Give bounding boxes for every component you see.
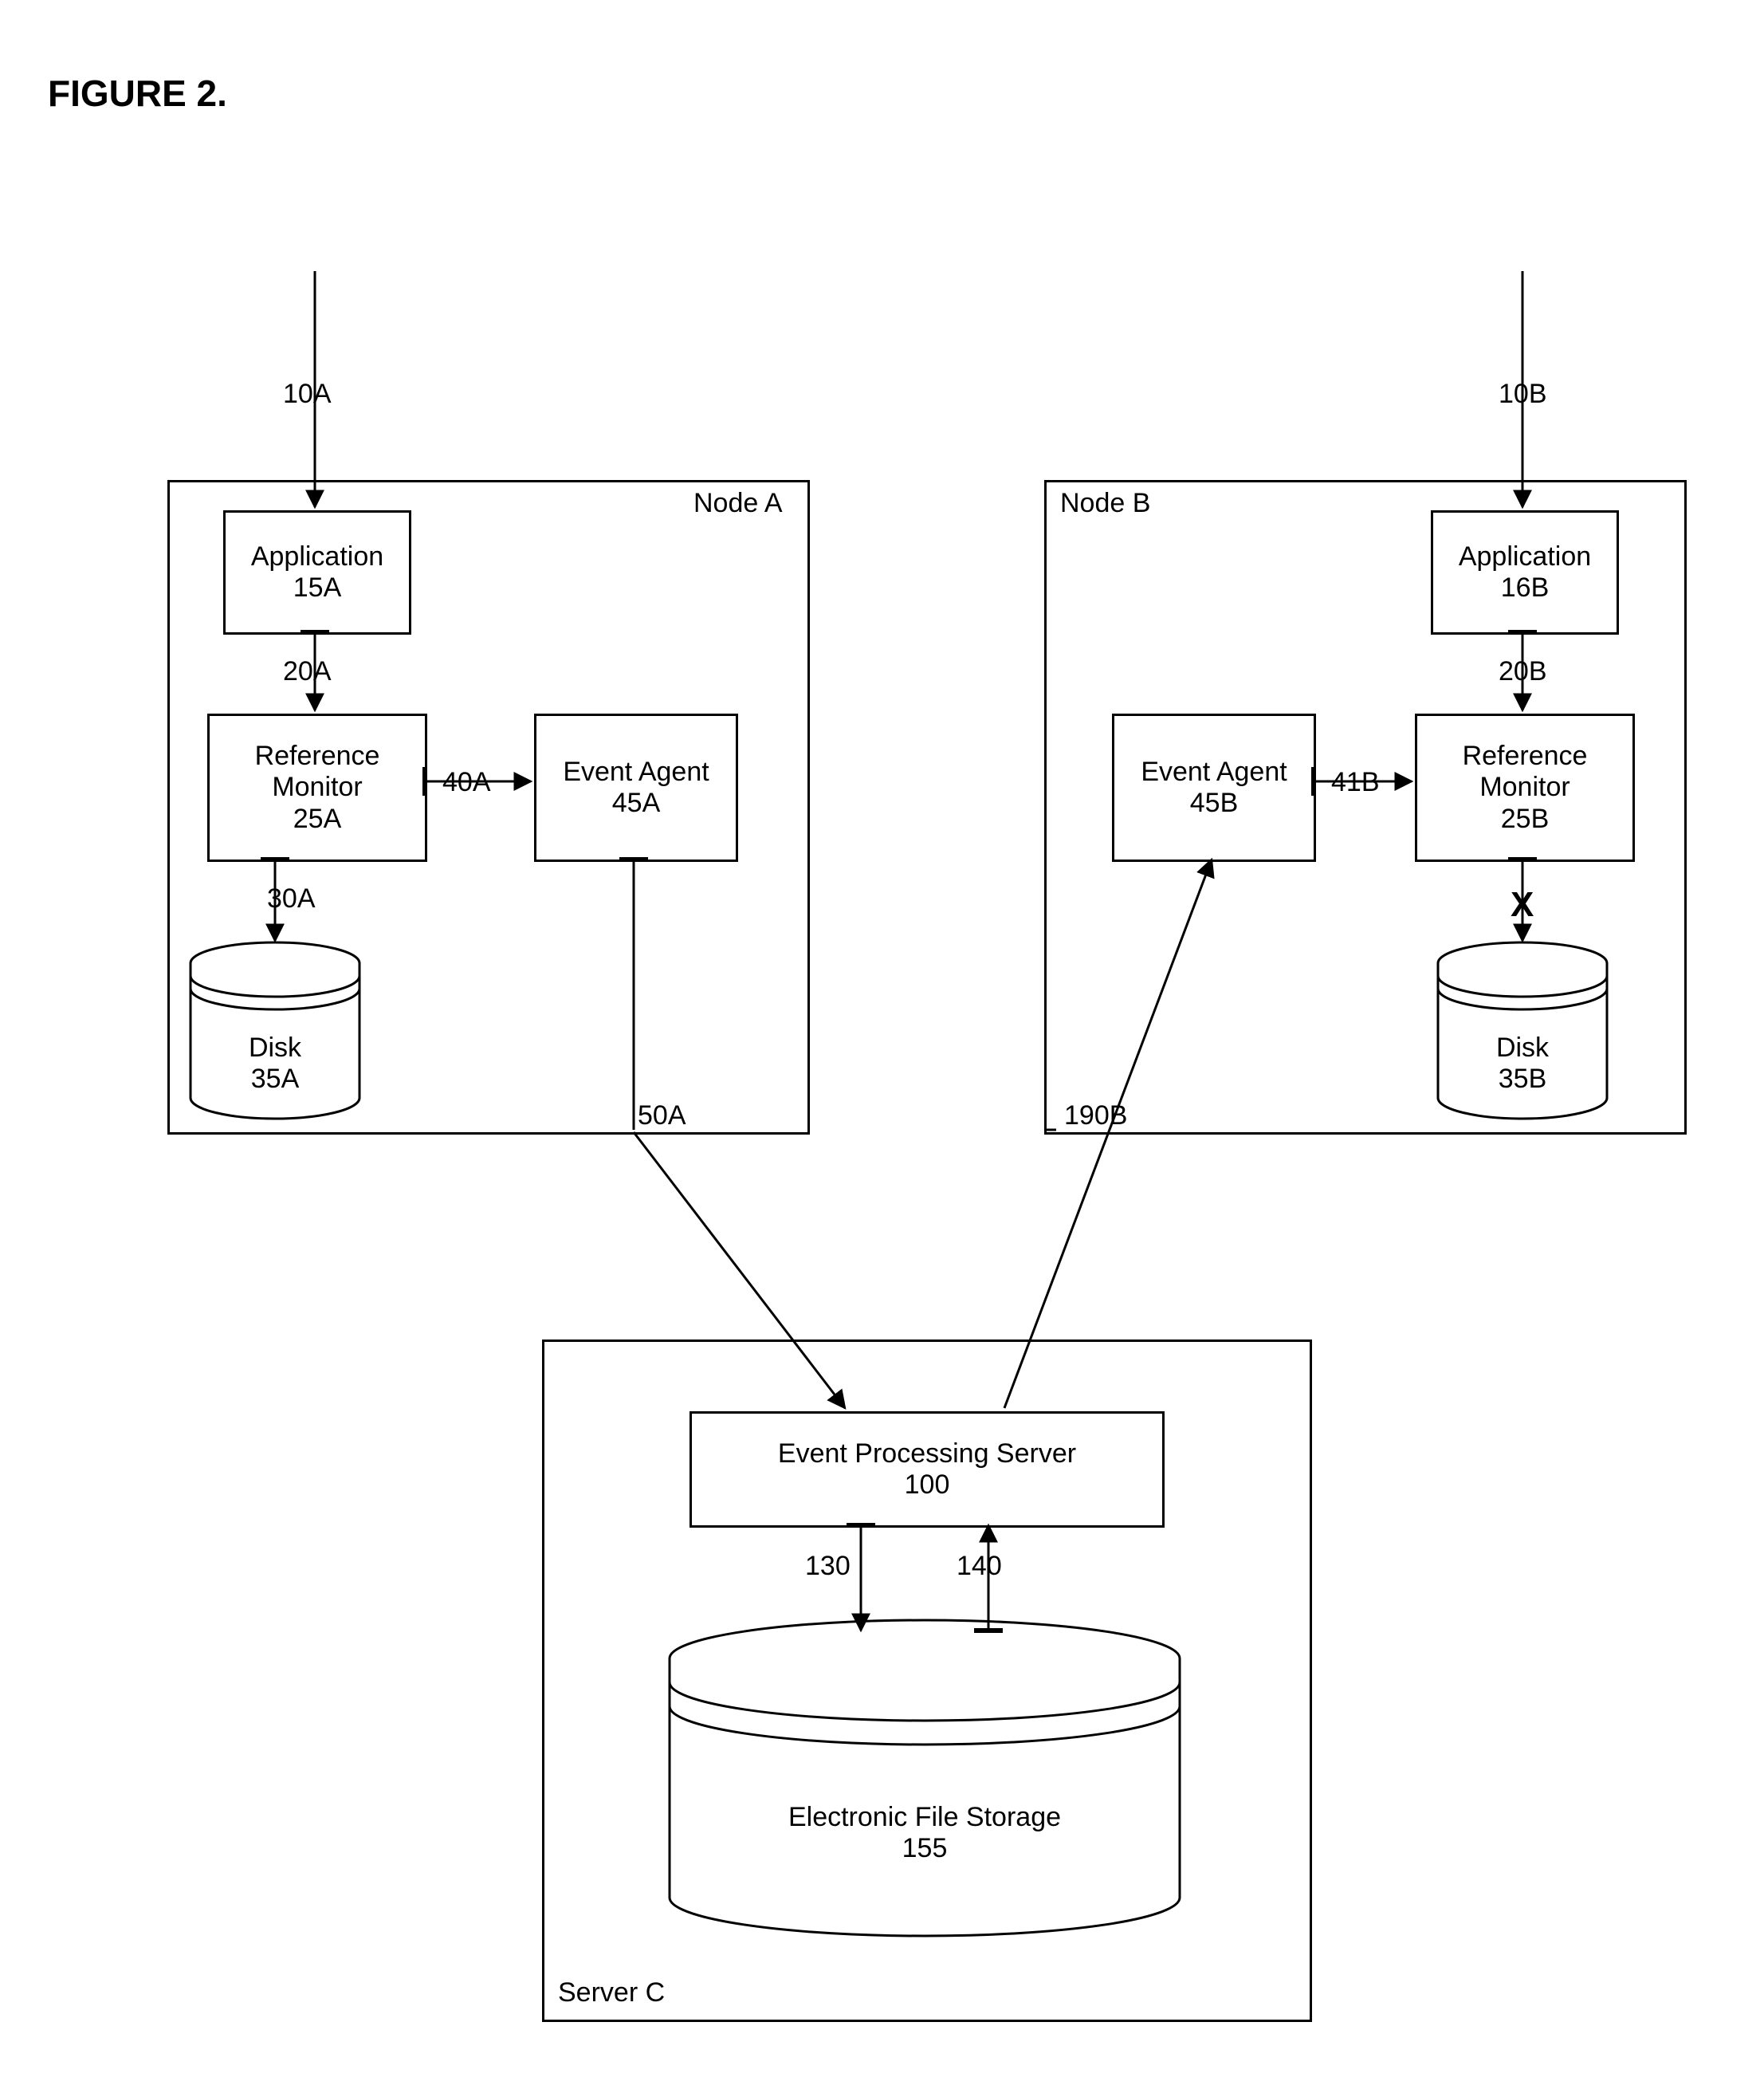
cylinder-disk-a: Disk 35A [187, 941, 363, 1120]
label-10B: 10B [1499, 379, 1547, 410]
block-application-a-line2: 15A [293, 572, 342, 604]
cylinder-efs-label: Electronic File Storage 155 [666, 1802, 1184, 1864]
block-agent-a-line2: 45A [612, 788, 661, 819]
label-10A: 10A [283, 379, 332, 410]
efs-line2: 155 [666, 1833, 1184, 1864]
page: FIGURE 2. Node A Node B Server C Applica… [0, 0, 1764, 2085]
label-20B: 20B [1499, 656, 1547, 687]
block-refmon-a-line2: 25A [293, 804, 342, 835]
block-agent-b-line2: 45B [1190, 788, 1239, 819]
block-eps-line1: Event Processing Server [778, 1438, 1076, 1469]
block-agent-b-line1: Event Agent [1141, 757, 1287, 788]
label-30A: 30A [267, 883, 316, 915]
block-refmon-a-mid: Monitor [272, 772, 362, 803]
block-eps-line2: 100 [905, 1469, 950, 1501]
label-130: 130 [805, 1551, 851, 1582]
block-refmon-a-line1: Reference [255, 741, 380, 772]
disk-a-line2: 35A [187, 1064, 363, 1095]
block-reference-monitor-b: Reference Monitor 25B [1415, 714, 1635, 862]
block-event-agent-b: Event Agent 45B [1112, 714, 1316, 862]
block-application-b-line2: 16B [1501, 572, 1550, 604]
cylinder-efs: Electronic File Storage 155 [666, 1619, 1184, 1937]
block-event-processing-server: Event Processing Server 100 [689, 1411, 1165, 1528]
block-refmon-b-line2: 25B [1501, 804, 1550, 835]
block-reference-monitor-a: Reference Monitor 25A [207, 714, 427, 862]
disk-a-line1: Disk [187, 1033, 363, 1064]
figure-title: FIGURE 2. [48, 72, 227, 115]
label-190B: 190B [1064, 1100, 1127, 1131]
label-140: 140 [957, 1551, 1002, 1582]
block-refmon-b-mid: Monitor [1479, 772, 1570, 803]
block-agent-a-line1: Event Agent [563, 757, 709, 788]
block-application-b-line1: Application [1459, 541, 1591, 572]
label-50A: 50A [638, 1100, 686, 1131]
cylinder-disk-b-label: Disk 35B [1435, 1033, 1610, 1095]
container-server-c-label: Server C [558, 1977, 665, 2008]
disk-b-line1: Disk [1435, 1033, 1610, 1064]
label-20A: 20A [283, 656, 332, 687]
block-application-a: Application 15A [223, 510, 411, 635]
cylinder-disk-a-label: Disk 35A [187, 1033, 363, 1095]
label-41B: 41B [1331, 767, 1380, 798]
label-40A: 40A [442, 767, 491, 798]
efs-line1: Electronic File Storage [666, 1802, 1184, 1833]
container-node-a-label: Node A [693, 488, 783, 519]
x-mark: X [1511, 885, 1534, 925]
block-application-b: Application 16B [1431, 510, 1619, 635]
block-application-a-line1: Application [251, 541, 383, 572]
block-event-agent-a: Event Agent 45A [534, 714, 738, 862]
container-node-b-label: Node B [1060, 488, 1150, 519]
block-refmon-b-line1: Reference [1463, 741, 1588, 772]
cylinder-disk-b: Disk 35B [1435, 941, 1610, 1120]
disk-b-line2: 35B [1435, 1064, 1610, 1095]
